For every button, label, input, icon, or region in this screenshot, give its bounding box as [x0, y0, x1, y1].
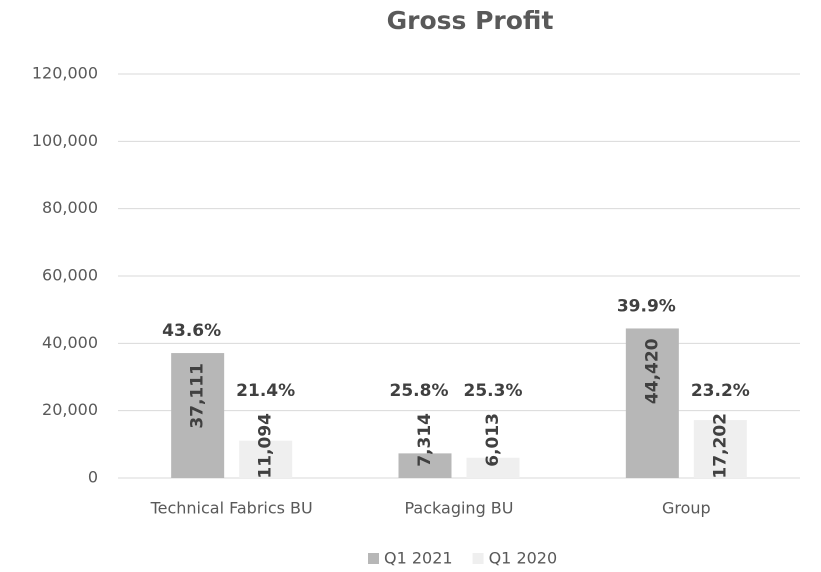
- margin-label: 25.8%: [390, 381, 449, 401]
- margin-label: 43.6%: [162, 321, 221, 341]
- y-tick-label: 0: [88, 468, 98, 487]
- value-label: 17,202: [710, 413, 730, 479]
- value-label: 6,013: [483, 413, 503, 467]
- margin-label: 39.9%: [617, 296, 676, 316]
- margin-label: 23.2%: [691, 381, 750, 401]
- bar: [625, 328, 679, 478]
- legend-swatch: [368, 553, 379, 564]
- value-label: 37,111: [188, 363, 208, 429]
- bar: [398, 453, 452, 478]
- legend-label: Q1 2020: [489, 549, 558, 568]
- bar: [239, 440, 293, 478]
- y-tick-label: 20,000: [42, 400, 98, 419]
- x-tick-label: Group: [662, 499, 711, 518]
- chart-title: Gross Profit: [387, 6, 554, 35]
- y-tick-label: 120,000: [32, 64, 98, 83]
- x-tick-label: Packaging BU: [405, 499, 514, 518]
- legend-swatch: [472, 553, 484, 564]
- y-tick-label: 80,000: [42, 198, 98, 217]
- bar: [171, 353, 225, 478]
- y-tick-label: 40,000: [42, 333, 98, 352]
- value-label: 44,420: [642, 338, 662, 404]
- y-tick-label: 100,000: [32, 131, 98, 150]
- x-tick-label: Technical Fabrics BU: [150, 499, 313, 518]
- bar: [466, 457, 520, 478]
- bar: [693, 420, 747, 478]
- margin-label: 21.4%: [236, 381, 295, 401]
- legend-label: Q1 2021: [384, 549, 453, 568]
- value-label: 7,314: [415, 413, 435, 467]
- y-tick-label: 60,000: [42, 266, 98, 285]
- value-label: 11,094: [256, 413, 276, 479]
- margin-label: 25.3%: [464, 381, 523, 401]
